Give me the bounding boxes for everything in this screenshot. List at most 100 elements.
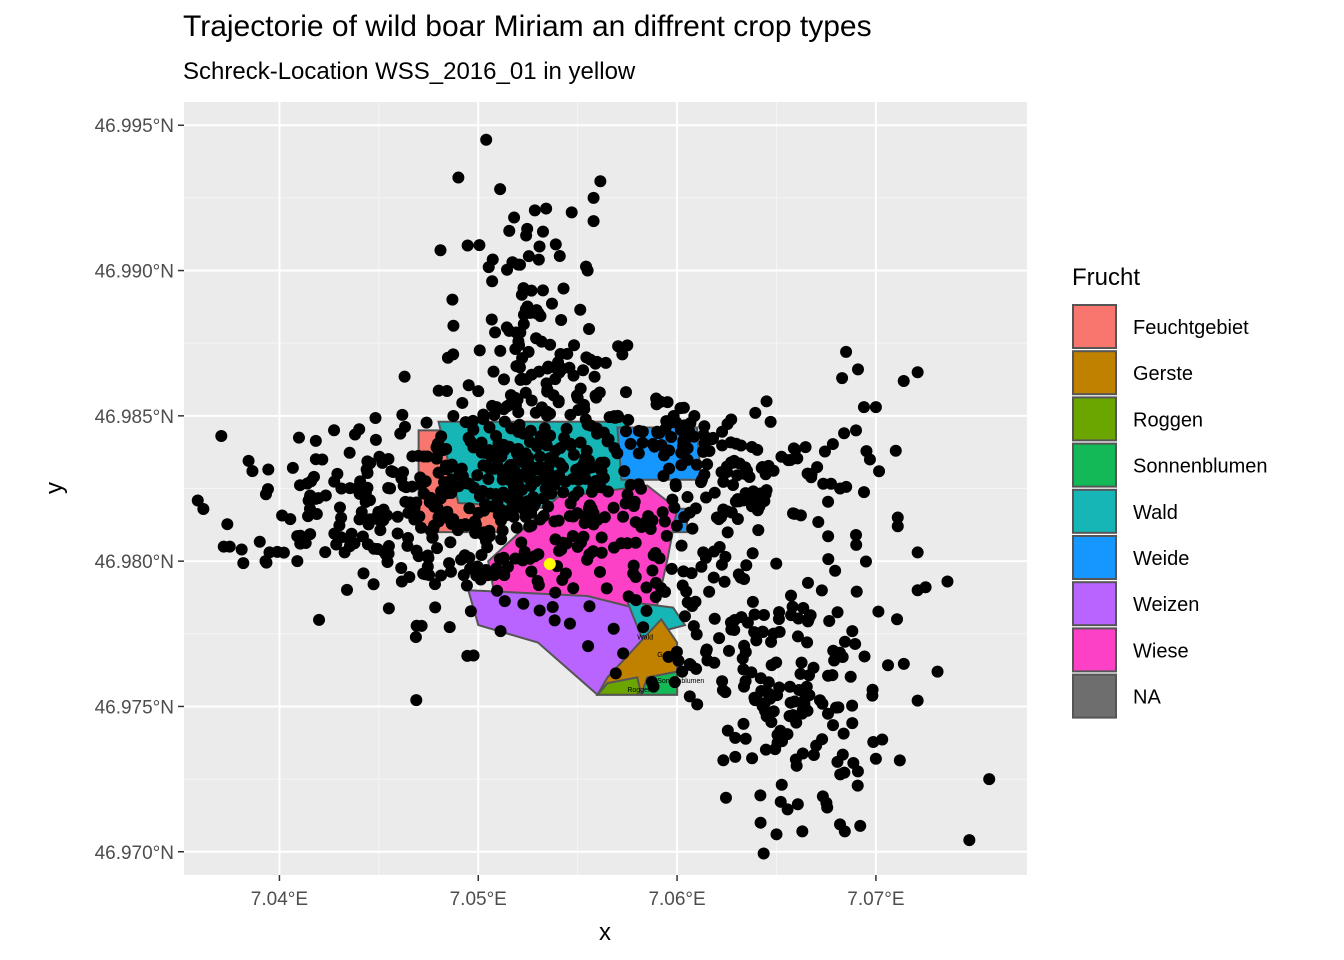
trajectory-point [521,495,534,508]
trajectory-point [729,750,742,763]
trajectory-point [369,412,382,425]
trajectory-point [672,654,685,667]
trajectory-point [582,640,595,653]
trajectory-point [494,503,507,516]
trajectory-point [844,670,857,683]
trajectory-point [532,437,545,450]
trajectory-point [797,601,810,614]
trajectory-point [678,610,691,623]
trajectory-point [555,314,568,327]
trajectory-point [785,589,798,602]
trajectory-point [541,362,554,375]
trajectory-point [357,567,370,580]
trajectory-point [402,532,415,545]
trajectory-point [557,282,570,295]
trajectory-point [259,555,272,568]
trajectory-point [460,579,473,592]
trajectory-point [567,369,580,382]
trajectory-point [746,547,759,560]
trajectory-point [574,461,587,474]
trajectory-point [858,650,871,663]
trajectory-point [415,521,428,534]
trajectory-point [583,600,596,613]
trajectory-point [872,605,885,618]
trajectory-point [773,681,786,694]
trajectory-point [818,445,831,458]
trajectory-point [443,621,456,634]
trajectory-point [577,530,590,543]
trajectory-point [302,494,315,507]
legend: Frucht Feuchtgebiet Gerste Roggen Sonnenblu… [1072,264,1268,719]
trajectory-point [391,510,404,523]
trajectory-point [477,413,490,426]
trajectory-point [815,584,828,597]
trajectory-point [805,471,818,484]
trajectory-point [891,511,904,524]
trajectory-point [703,585,716,598]
trajectory-point [217,540,230,553]
trajectory-point [560,422,573,435]
trajectory-point [767,464,780,477]
trajectory-point [536,284,549,297]
trajectory-point [447,319,460,332]
trajectory-point [259,488,272,501]
trajectory-point [599,356,612,369]
legend-key [1072,442,1117,488]
trajectory-point [677,401,690,414]
y-tick-label: 46.985°N [95,407,174,428]
trajectory-point [698,468,711,481]
trajectory-point [983,773,996,786]
trajectory-point [640,604,653,617]
trajectory-point [498,468,511,481]
trajectory-point [519,511,532,524]
trajectory-point [444,536,457,549]
trajectory-point [859,555,872,568]
trajectory-point [528,204,541,217]
trajectory-point [717,754,730,767]
trajectory-point [857,486,870,499]
trajectory-point [395,472,408,485]
trajectory-point [413,510,426,523]
trajectory-point [530,332,543,345]
trajectory-point [687,620,700,633]
trajectory-point [412,449,425,462]
trajectory-point [319,489,332,502]
trajectory-point [683,690,696,703]
trajectory-point [598,511,611,524]
trajectory-point [431,502,444,515]
trajectory-point [660,529,673,542]
legend-key [1072,350,1117,396]
trajectory-point [830,701,843,714]
crop-field-roggen [595,676,643,696]
trajectory-point [669,480,682,493]
trajectory-point [364,457,377,470]
trajectory-point [795,656,808,669]
trajectory-point [563,617,576,630]
trajectory-point [508,211,521,224]
trajectory-point [838,635,851,648]
trajectory-point [850,585,863,598]
trajectory-point [513,339,526,352]
trajectory-point [581,418,594,431]
trajectory-point [790,759,803,772]
trajectory-point [412,550,425,563]
trajectory-point [559,475,572,488]
trajectory-point [836,748,849,761]
chart-title: Trajectorie of wild boar Miriam an diffr… [183,10,872,43]
trajectory-point [480,133,493,146]
trajectory-point [361,467,374,480]
trajectory-point [587,545,600,558]
trajectory-point [479,498,492,511]
trajectory-point [617,647,630,660]
trajectory-point [850,538,863,551]
trajectory-point [593,565,606,578]
trajectory-point [850,528,863,541]
trajectory-point [497,373,510,386]
trajectory-point [834,482,847,495]
trajectory-point [690,458,703,471]
trajectory-point [857,401,870,414]
trajectory-point [472,385,485,398]
trajectory-point [470,441,483,454]
trajectory-point [564,408,577,421]
trajectory-point [353,423,366,436]
